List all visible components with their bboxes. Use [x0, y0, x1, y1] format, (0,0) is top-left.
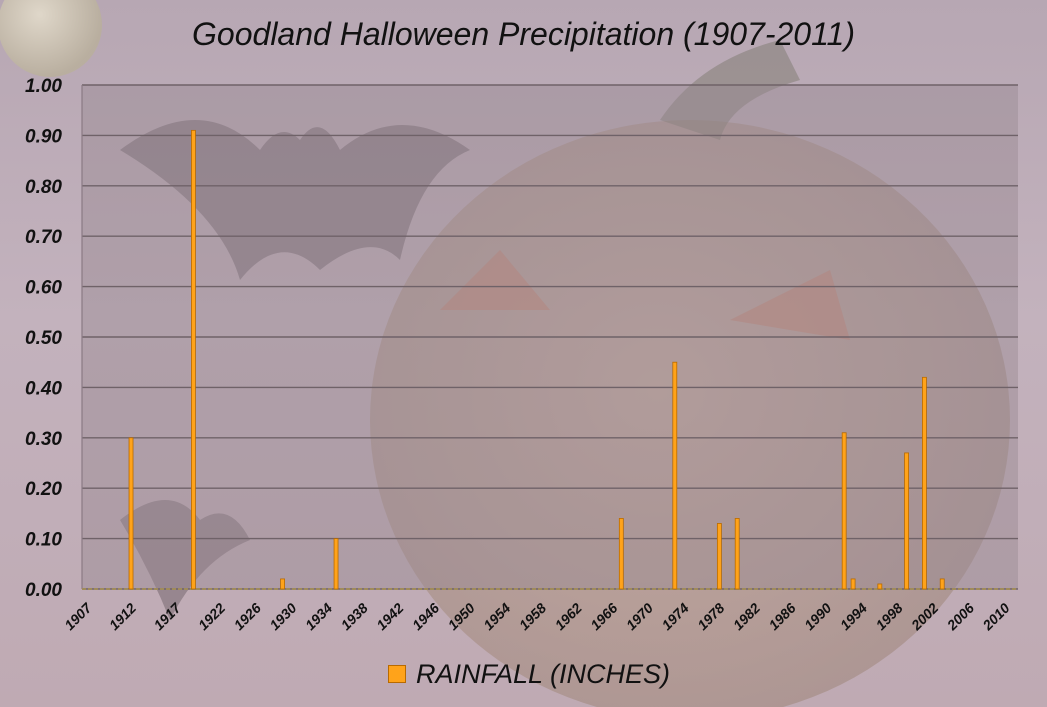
bar — [333, 538, 339, 590]
bar — [904, 452, 909, 590]
x-tick-label: 1966 — [587, 600, 620, 633]
y-tick-label: 0.20 — [25, 479, 62, 500]
bat-graphic — [120, 120, 470, 280]
y-tick-label: 0.60 — [25, 278, 62, 299]
x-tick-label: 1978 — [694, 600, 727, 633]
x-tick-label: 1954 — [480, 600, 513, 633]
bar — [841, 432, 847, 590]
y-tick-label: 0.10 — [25, 530, 62, 551]
x-tick-label: 1990 — [801, 600, 834, 633]
chart-title: Goodland Halloween Precipitation (1907-2… — [192, 16, 855, 52]
x-tick-label: 1942 — [373, 600, 406, 633]
x-tick-label: 1962 — [552, 600, 585, 633]
bar — [922, 376, 927, 590]
bar — [850, 578, 856, 590]
moon-graphic — [0, 0, 102, 77]
x-tick-label: 2002 — [907, 600, 941, 634]
legend-label: RAINFALL (INCHES) — [416, 658, 671, 689]
x-tick-label: 1982 — [730, 600, 763, 633]
bar — [191, 129, 196, 590]
legend-swatch — [388, 665, 406, 683]
x-tick-label: 1958 — [516, 600, 549, 633]
x-tick-label: 1998 — [872, 600, 905, 633]
x-tick-label: 1986 — [765, 600, 798, 633]
pumpkin-graphic — [370, 120, 1010, 707]
bar — [280, 578, 285, 590]
x-tick-label: 1950 — [445, 600, 478, 633]
pumpkin-eye-right-graphic — [730, 270, 850, 340]
x-tick-label: 1994 — [837, 600, 870, 633]
bar — [618, 518, 624, 590]
x-tick-label: 1926 — [231, 600, 264, 633]
y-tick-label: 1.00 — [25, 76, 62, 97]
pumpkin-stem-graphic — [660, 40, 800, 140]
pumpkin-eye-left-graphic — [440, 250, 550, 310]
x-tick-label: 2006 — [943, 600, 977, 634]
bar — [672, 361, 678, 590]
x-tick-label: 1912 — [106, 600, 139, 633]
y-tick-label: 0.80 — [25, 177, 62, 198]
legend: RAINFALL (INCHES) — [388, 656, 670, 692]
x-tick-label: 2010 — [979, 600, 1013, 634]
y-tick-label: 0.50 — [25, 328, 62, 349]
y-tick-label: 0.90 — [25, 126, 62, 147]
x-tick-label: 1907 — [61, 599, 95, 633]
x-tick-label: 1934 — [302, 600, 335, 633]
y-tick-label: 0.40 — [25, 378, 62, 399]
x-tick-label: 1946 — [409, 600, 442, 633]
x-tick-label: 1970 — [623, 600, 656, 633]
x-tick-label: 1917 — [150, 599, 184, 633]
bar — [734, 518, 740, 590]
bar — [939, 578, 945, 590]
x-tick-label: 1938 — [338, 600, 371, 633]
x-tick-label: 1974 — [658, 600, 691, 633]
y-tick-label: 0.70 — [25, 227, 62, 248]
bar — [877, 583, 883, 590]
bar — [716, 523, 722, 590]
bat-small-graphic — [120, 500, 250, 620]
x-tick-label: 1922 — [195, 600, 228, 633]
y-tick-label: 0.30 — [25, 429, 62, 450]
x-tick-label: 1930 — [266, 600, 299, 633]
bar — [128, 437, 134, 590]
y-tick-label: 0.00 — [25, 580, 62, 601]
